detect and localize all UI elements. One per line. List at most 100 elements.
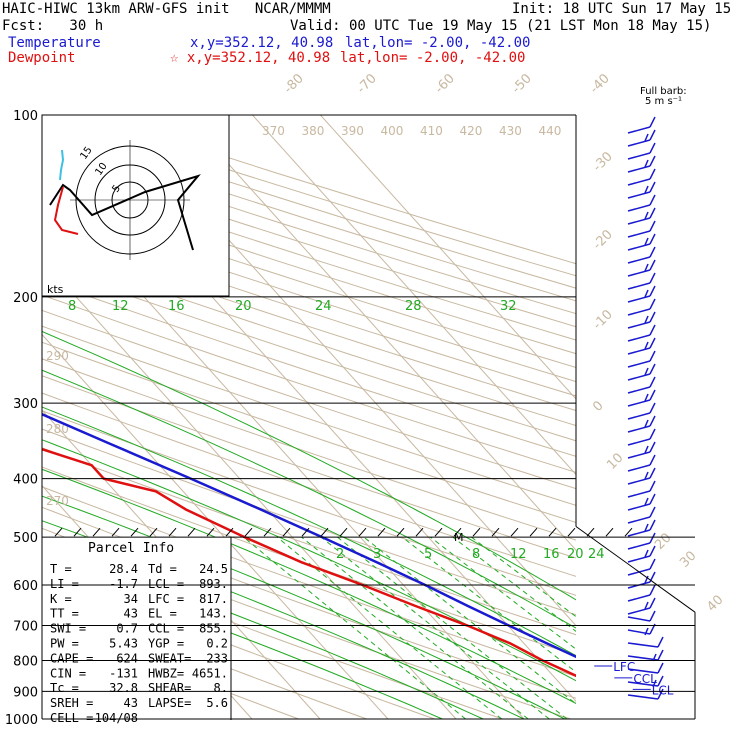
level-hatch xyxy=(320,527,329,537)
parcel-row-value: 34 xyxy=(124,592,138,606)
level-hatch xyxy=(263,527,272,537)
dewpoint-xy: ☆ x,y=352.12, 40.98 xyxy=(170,50,331,66)
wind-barb xyxy=(627,194,656,212)
barb-legend-line2: 5 m s⁻¹ xyxy=(645,96,682,107)
dry-adiabat-line xyxy=(42,222,576,397)
wind-barb xyxy=(627,454,656,472)
wind-barb xyxy=(627,402,656,420)
isotherm-label: -20 xyxy=(590,227,616,253)
level-hatch xyxy=(149,527,158,537)
dry-adiabat-line xyxy=(42,571,435,720)
parcel-row-label: K = xyxy=(50,592,72,606)
moist-adiabat-line xyxy=(42,468,576,705)
dry-adiabat-line xyxy=(42,341,576,524)
model-title: HAIC-HIWC 13km ARW-GFS init NCAR/MMMM xyxy=(2,1,331,17)
level-hatch xyxy=(225,527,234,537)
parcel-row-value: 32.8 xyxy=(109,681,138,695)
parcel-row-value: 233 xyxy=(206,651,228,665)
wind-barb xyxy=(627,311,656,329)
moist-adiabat-line xyxy=(42,330,576,601)
pressure-tick-label: 200 xyxy=(13,291,38,306)
parcel-row-label: LI = xyxy=(50,577,79,591)
hodograph-ring-label: 5 xyxy=(110,183,123,195)
hodograph-box xyxy=(41,114,230,297)
pressure-tick-label: 500 xyxy=(13,531,38,546)
temperature-xy: x,y=352.12, 40.98 xyxy=(190,35,334,51)
wind-barb xyxy=(627,389,656,407)
wind-barb xyxy=(627,441,656,459)
wind-barb xyxy=(627,506,656,524)
level-hatch xyxy=(168,527,177,537)
dry-adiabat-line xyxy=(42,309,576,490)
mixing-ratio-label: 3 xyxy=(373,547,381,562)
parcel-row-value: 893. xyxy=(199,577,228,591)
level-hatch xyxy=(73,527,82,537)
dry-adiabat-line xyxy=(42,325,576,506)
wind-barb xyxy=(627,272,656,290)
mixing-ratio-line xyxy=(337,536,568,720)
wind-barb xyxy=(627,376,656,394)
mixing-ratio-label: 20 xyxy=(567,547,584,562)
parcel-row-label: EL = xyxy=(148,607,177,621)
mixing-ratio-label: 12 xyxy=(510,547,527,562)
temperature-profile xyxy=(42,412,576,659)
level-hatch xyxy=(358,527,367,537)
dry-adiabat-line xyxy=(42,208,576,383)
dewpoint-legend-label: Dewpoint xyxy=(8,50,76,66)
parcel-row-value: 4651. xyxy=(192,666,228,680)
wind-barb xyxy=(627,688,664,700)
parcel-row-label: CAPE = xyxy=(50,651,93,665)
isotherm-label: -60 xyxy=(432,71,458,97)
hodograph-units: kts xyxy=(47,283,64,296)
wind-barb xyxy=(627,467,656,485)
parcel-row-label: SWEAT= xyxy=(148,651,191,665)
level-hatch xyxy=(244,527,253,537)
mixing-ratio-line xyxy=(320,536,550,720)
wind-barb xyxy=(627,116,656,134)
level-hatch xyxy=(111,527,120,537)
pressure-tick-label: 400 xyxy=(13,473,38,488)
dry-adiabat-line xyxy=(42,279,576,457)
mixing-ratio-label: 24 xyxy=(315,299,332,314)
isotherm-line xyxy=(252,115,576,476)
wind-barb xyxy=(627,363,656,381)
wind-barb xyxy=(627,532,656,550)
wind-barb xyxy=(627,246,656,264)
lfc-label: LFC xyxy=(613,660,635,674)
parcel-row-label: CELL = xyxy=(50,711,93,725)
parcel-row-label: PW = xyxy=(50,637,79,651)
theta-label: 380 xyxy=(302,124,325,138)
level-hatch xyxy=(206,527,215,537)
dry-adiabat-line xyxy=(42,428,576,616)
wind-barb xyxy=(627,662,664,674)
level-hatch xyxy=(453,527,462,537)
moist-adiabat-line xyxy=(42,439,576,682)
mixing-ratio-line xyxy=(276,536,503,720)
valid-time: Valid: 00 UTC Tue 19 May 15 (21 LST Mon … xyxy=(290,18,712,34)
level-hatch xyxy=(548,527,557,537)
wind-barb xyxy=(627,493,656,511)
wind-barb xyxy=(627,428,656,446)
barb-legend-line1: Full barb: xyxy=(640,86,687,97)
wind-barb xyxy=(627,298,656,316)
dry-adiabat-line xyxy=(42,392,576,577)
parcel-row-value: 8. xyxy=(214,681,228,695)
wind-barb xyxy=(627,610,656,622)
moist-adiabat-line xyxy=(42,406,576,657)
parcel-row-value: 24.5 xyxy=(199,562,228,576)
wind-barb xyxy=(627,545,656,563)
wind-barb xyxy=(627,324,656,342)
level-hatch xyxy=(624,527,633,537)
isotherm-label: -50 xyxy=(509,71,535,97)
theta-label: 280 xyxy=(46,422,69,436)
isotherm-line xyxy=(320,115,576,400)
level-hatch xyxy=(415,527,424,537)
wind-barb xyxy=(627,675,664,688)
dry-adiabat-line xyxy=(42,294,576,473)
level-hatch xyxy=(339,527,348,537)
parcel-row-value: 817. xyxy=(199,592,228,606)
wind-barb xyxy=(627,129,656,147)
wind-barb xyxy=(627,584,656,602)
parcel-row-label: SREH = xyxy=(50,696,93,710)
wind-barb xyxy=(627,233,656,251)
